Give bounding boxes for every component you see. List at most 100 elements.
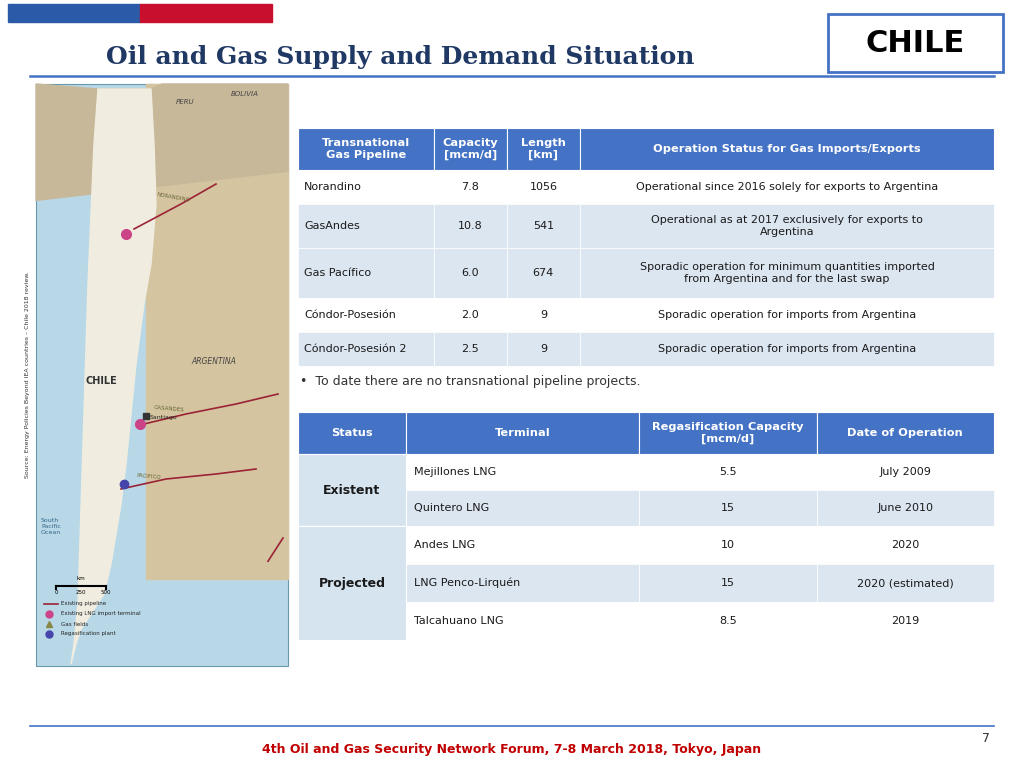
Text: 2.0: 2.0 <box>462 310 479 320</box>
Text: CHILE: CHILE <box>86 376 118 386</box>
Text: Sporadic operation for minimum quantities imported
from Argentina and for the la: Sporadic operation for minimum quantitie… <box>640 262 934 284</box>
Text: Terminal: Terminal <box>495 428 550 438</box>
Bar <box>434 204 507 248</box>
Text: Status: Status <box>331 428 373 438</box>
Bar <box>434 332 507 366</box>
Text: LNG Penco-Lirquén: LNG Penco-Lirquén <box>414 578 520 588</box>
Bar <box>140 4 272 22</box>
Bar <box>434 170 507 204</box>
Text: •  To date there are no transnational pipeline projects.: • To date there are no transnational pip… <box>300 376 640 389</box>
Text: Talcahuano LNG: Talcahuano LNG <box>414 616 504 626</box>
Text: Existent: Existent <box>324 484 381 496</box>
Text: Gas fields: Gas fields <box>61 621 88 627</box>
Text: Operational as at 2017 exclusively for exports to
Argentina: Operational as at 2017 exclusively for e… <box>651 215 923 237</box>
Text: ARGENTINA: ARGENTINA <box>191 357 236 366</box>
Text: 0: 0 <box>54 590 57 595</box>
Bar <box>298 248 434 298</box>
Bar <box>639 564 816 602</box>
Bar <box>298 454 406 490</box>
Bar <box>406 490 639 526</box>
Text: Sporadic operation for imports from Argentina: Sporadic operation for imports from Arge… <box>657 310 916 320</box>
Bar <box>580 128 994 170</box>
Bar <box>298 526 406 564</box>
Text: 8.5: 8.5 <box>719 616 736 626</box>
Bar <box>434 128 507 170</box>
Text: 674: 674 <box>532 268 554 278</box>
Text: BOLIVIA: BOLIVIA <box>231 91 259 97</box>
Text: CHILE: CHILE <box>866 28 966 58</box>
Polygon shape <box>36 84 288 200</box>
Text: July 2009: July 2009 <box>880 467 931 477</box>
Text: Norandino: Norandino <box>304 182 361 192</box>
Bar <box>298 412 406 454</box>
Text: Projected: Projected <box>318 577 385 590</box>
Text: Mejillones LNG: Mejillones LNG <box>414 467 497 477</box>
Text: Cóndor-Posesión: Cóndor-Posesión <box>304 310 396 320</box>
Bar <box>828 14 1002 72</box>
Text: km: km <box>77 576 85 581</box>
Text: Source: Energy Policies Beyond IEA countries – Chile 2018 review.: Source: Energy Policies Beyond IEA count… <box>26 272 31 478</box>
Text: 9: 9 <box>540 344 547 354</box>
Text: Capacity
[mcm/d]: Capacity [mcm/d] <box>442 137 498 161</box>
Text: 250: 250 <box>76 590 86 595</box>
Text: Andes LNG: Andes LNG <box>414 540 475 550</box>
Bar <box>580 170 994 204</box>
Text: 10: 10 <box>721 540 735 550</box>
Polygon shape <box>71 89 156 664</box>
Polygon shape <box>146 84 288 579</box>
Bar <box>507 128 580 170</box>
Bar <box>580 204 994 248</box>
Bar <box>406 564 639 602</box>
Text: Existing LNG import terminal: Existing LNG import terminal <box>61 611 140 617</box>
Text: Transnational
Gas Pipeline: Transnational Gas Pipeline <box>322 137 410 161</box>
Text: GASANDES: GASANDES <box>154 406 185 413</box>
Text: Quintero LNG: Quintero LNG <box>414 503 489 513</box>
Bar <box>298 332 434 366</box>
Text: Oil and Gas Supply and Demand Situation: Oil and Gas Supply and Demand Situation <box>105 45 694 69</box>
Text: 7: 7 <box>982 731 990 744</box>
Bar <box>639 526 816 564</box>
Text: 2020: 2020 <box>891 540 920 550</box>
Text: 2019: 2019 <box>891 616 920 626</box>
Text: 500: 500 <box>100 590 112 595</box>
Bar <box>507 248 580 298</box>
Bar <box>8 4 140 22</box>
Text: 15: 15 <box>721 503 735 513</box>
Bar <box>816 454 994 490</box>
Bar <box>580 298 994 332</box>
Bar <box>298 170 434 204</box>
Bar <box>298 602 406 640</box>
Text: Cóndor-Posesión 2: Cóndor-Posesión 2 <box>304 344 407 354</box>
Text: June 2010: June 2010 <box>878 503 933 513</box>
Bar <box>507 298 580 332</box>
Text: 10.8: 10.8 <box>458 221 482 231</box>
Bar <box>298 128 434 170</box>
Bar <box>434 248 507 298</box>
Text: 1056: 1056 <box>529 182 557 192</box>
Text: 7.8: 7.8 <box>462 182 479 192</box>
Bar <box>580 332 994 366</box>
Text: 541: 541 <box>532 221 554 231</box>
Bar <box>406 602 639 640</box>
Text: 4th Oil and Gas Security Network Forum, 7-8 March 2018, Tokyo, Japan: 4th Oil and Gas Security Network Forum, … <box>262 743 762 756</box>
Text: GasAndes: GasAndes <box>304 221 359 231</box>
Bar <box>298 564 406 602</box>
Text: Santiago: Santiago <box>150 415 178 420</box>
Bar <box>639 490 816 526</box>
Bar <box>507 170 580 204</box>
Text: 2020 (estimated): 2020 (estimated) <box>857 578 953 588</box>
Bar <box>639 454 816 490</box>
Text: Regasification Capacity
[mcm/d]: Regasification Capacity [mcm/d] <box>652 422 804 445</box>
Text: Date of Operation: Date of Operation <box>848 428 964 438</box>
Bar <box>298 526 406 640</box>
Text: PACIFICO: PACIFICO <box>136 473 161 480</box>
Text: Length
[km]: Length [km] <box>521 137 566 161</box>
Text: Sporadic operation for imports from Argentina: Sporadic operation for imports from Arge… <box>657 344 916 354</box>
Text: Gas Pacífico: Gas Pacífico <box>304 268 371 278</box>
Text: 5.5: 5.5 <box>719 467 736 477</box>
Bar <box>639 412 816 454</box>
Text: PERU: PERU <box>176 99 195 105</box>
Bar <box>298 298 434 332</box>
Text: Operational since 2016 solely for exports to Argentina: Operational since 2016 solely for export… <box>636 182 938 192</box>
Bar <box>816 564 994 602</box>
